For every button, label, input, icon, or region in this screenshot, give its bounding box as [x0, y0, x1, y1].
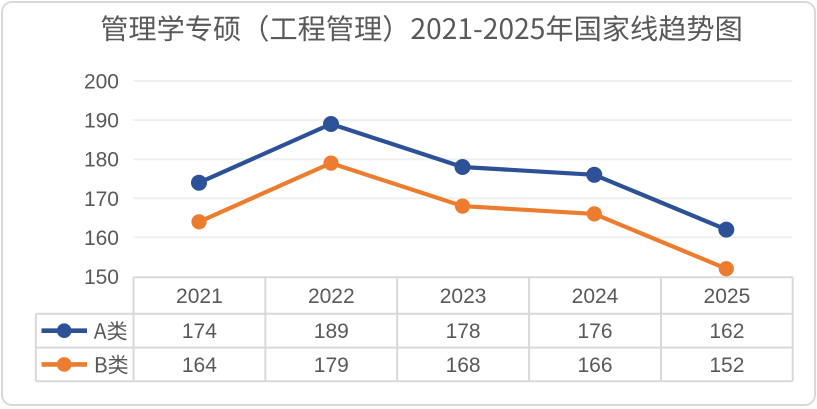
svg-text:200: 200: [84, 71, 119, 94]
svg-text:189: 189: [314, 320, 349, 343]
svg-text:160: 160: [84, 227, 119, 250]
svg-text:162: 162: [709, 320, 744, 343]
svg-text:2021: 2021: [176, 285, 223, 308]
svg-text:174: 174: [182, 320, 217, 343]
svg-text:176: 176: [577, 320, 612, 343]
svg-text:166: 166: [577, 354, 612, 377]
svg-text:2022: 2022: [308, 285, 355, 308]
svg-text:170: 170: [84, 188, 119, 211]
svg-text:178: 178: [446, 320, 481, 343]
svg-text:2024: 2024: [572, 285, 619, 308]
svg-text:180: 180: [84, 149, 119, 172]
svg-text:150: 150: [84, 266, 119, 289]
svg-text:2023: 2023: [440, 285, 487, 308]
svg-text:152: 152: [709, 354, 744, 377]
svg-text:190: 190: [84, 110, 119, 133]
svg-text:164: 164: [182, 354, 217, 377]
svg-text:2025: 2025: [704, 285, 751, 308]
svg-text:179: 179: [314, 354, 349, 377]
svg-text:168: 168: [446, 354, 481, 377]
